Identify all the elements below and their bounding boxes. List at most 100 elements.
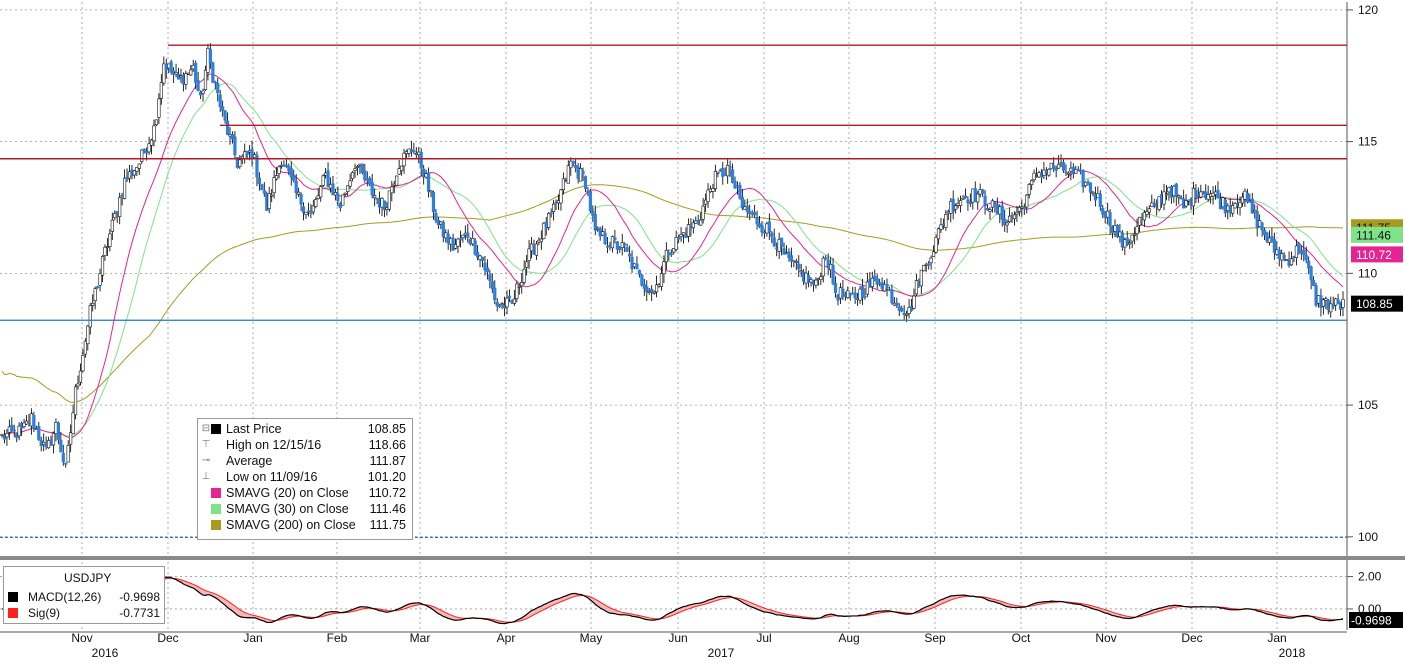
candle-body [10,424,14,432]
candle-body [297,191,301,195]
candle-body [1130,234,1134,242]
candle-body [338,203,342,208]
candle-body [905,313,909,316]
candle-body [267,193,271,210]
legend-value: 108.85 [367,422,406,436]
candle-body [174,72,178,75]
candle-body [951,198,955,212]
candle-body [1137,216,1142,226]
candle-body [343,192,347,195]
candle-body [96,286,100,289]
legend-value: 101.20 [367,470,406,484]
candle-body [260,184,264,191]
candle-body [841,288,845,298]
sma30-tag: 111.46 [1356,228,1391,242]
candle-body [125,176,129,180]
candle-body [368,177,372,185]
candle-body [473,240,477,255]
candle-body [461,234,465,239]
candle-body [900,307,904,312]
candle-body [914,280,919,295]
candle-body [488,274,492,281]
candle-body [493,287,497,301]
candle-body [983,195,987,207]
candle-body [981,189,985,195]
candle-body [218,94,222,108]
candle-body [583,176,588,189]
candle-body [1088,182,1093,193]
candle-body [1250,198,1254,214]
candle-body [525,261,529,268]
candle-body [201,90,205,94]
candle-body [458,238,463,241]
candle-body [1012,214,1017,220]
x-year-label: 2017 [708,646,735,660]
candle-body [782,248,786,255]
candle-body [520,282,524,287]
candle-body [397,168,401,175]
candle-body [630,256,634,270]
candle-body [730,169,735,183]
candle-body [581,170,585,175]
candle-body [1147,208,1151,213]
candle-body [387,190,391,210]
macd-y-tick-label: 2.00 [1358,570,1382,584]
candle-body [738,184,742,199]
candle-body [17,425,21,437]
candle-body [1307,260,1311,269]
candle-body [196,80,200,92]
candle-body [1329,303,1333,313]
y-tick-label: 110 [1358,266,1377,280]
candle-body [490,281,494,290]
legend-value: -0.7731 [119,606,160,620]
macd-tag: -0.9698 [1351,614,1392,628]
candle-body [309,212,313,215]
candle-body [650,288,654,293]
candle-body [257,177,262,185]
candle-body [22,422,26,428]
candle-body [571,161,575,165]
candle-body [654,284,659,293]
candle-body [419,151,423,168]
candle-body [400,165,404,172]
candle-body [225,120,230,135]
candle-body [1253,210,1257,213]
candle-body [934,237,938,253]
candle-body [1231,205,1235,214]
candle-body [635,263,639,269]
candle-body [1135,226,1139,234]
candle-body [824,257,828,260]
candle-body [640,274,644,286]
legend-sma30: SMAVG (30) on Close 111.46 [198,501,412,517]
candle-body [799,270,803,273]
y-tick-label: 100 [1358,530,1378,544]
candle-body [527,248,531,261]
candle-body [645,286,649,293]
candle-body [686,224,691,237]
candle-body [936,228,941,240]
candle-body [64,462,68,465]
candle-body [162,63,166,84]
candle-body [677,236,681,240]
x-month-label: Jan [243,631,262,645]
low-marker-icon: ⊥ [201,471,211,482]
candle-body [431,192,436,213]
candle-body [985,207,990,211]
candle-body [0,433,4,436]
candle-body [610,236,615,249]
candle-body [517,285,521,288]
candle-body [184,73,188,85]
candle-body [270,194,274,197]
candle-body [108,233,112,247]
candle-body [422,168,426,178]
candle-body [954,205,958,210]
candle-body [561,178,566,191]
candle-body [885,283,889,289]
candle-body [208,49,212,64]
candle-body [483,262,487,271]
candle-body [797,263,801,270]
legend-value: 110.72 [368,486,406,500]
candle-body [549,212,553,215]
price-legend: ⊟ Last Price 108.85 ⊤ High on 12/15/16 1… [197,418,413,540]
